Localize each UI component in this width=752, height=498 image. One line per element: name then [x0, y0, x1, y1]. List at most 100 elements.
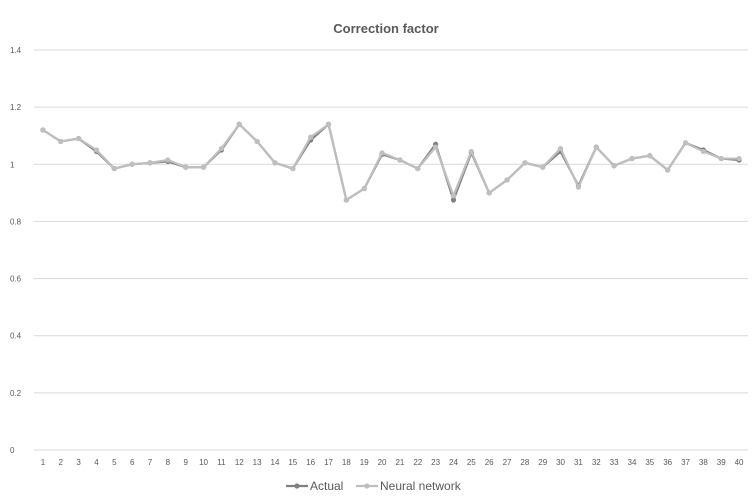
data-point — [540, 164, 546, 170]
x-tick-label: 4 — [94, 458, 99, 467]
x-tick-label: 26 — [485, 458, 494, 467]
x-tick-label: 17 — [324, 458, 333, 467]
x-tick-label: 27 — [503, 458, 512, 467]
data-point — [325, 121, 332, 127]
x-tick-label: 34 — [628, 458, 637, 467]
x-tick-label: 9 — [183, 458, 188, 467]
data-point — [111, 165, 117, 172]
data-point — [593, 144, 599, 150]
x-tick-label: 5 — [112, 458, 117, 467]
data-point — [165, 157, 171, 163]
data-point — [397, 157, 403, 163]
data-point — [504, 177, 510, 183]
data-point — [557, 145, 564, 152]
data-point — [629, 155, 635, 162]
data-point — [611, 163, 617, 169]
x-tick-label: 29 — [538, 458, 547, 467]
data-point — [665, 167, 671, 173]
x-tick-label: 8 — [166, 458, 171, 467]
x-tick-label: 7 — [148, 458, 153, 467]
data-point — [682, 140, 689, 146]
legend-item: Actual — [286, 479, 343, 493]
x-tick-label: 32 — [592, 458, 601, 467]
legend-label: Neural network — [380, 479, 462, 493]
data-point — [575, 184, 582, 190]
data-point — [433, 144, 439, 150]
data-point — [236, 121, 242, 127]
y-tick-label: 0.6 — [10, 275, 22, 284]
legend-swatch-marker — [364, 483, 370, 489]
data-point — [183, 164, 189, 170]
legend: Actual Neural network — [286, 479, 462, 493]
x-tick-label: 18 — [342, 458, 351, 467]
x-axis-ticks: 1 2 3 4 5 6 7 8 9 10 11 12 13 14 15 16 17 18 19 20 21 22 23 24 2… — [41, 458, 744, 467]
data-point — [58, 138, 64, 145]
x-tick-label: 2 — [59, 458, 64, 467]
data-point — [290, 165, 296, 172]
data-point — [343, 197, 349, 203]
x-tick-label: 3 — [76, 458, 81, 467]
data-point — [93, 147, 100, 153]
y-axis-ticks: 0 0.2 0.4 0.6 0.8 1 1.2 1.4 — [10, 46, 22, 455]
x-tick-label: 19 — [360, 458, 369, 467]
x-tick-label: 24 — [449, 458, 458, 467]
x-tick-label: 30 — [556, 458, 565, 467]
series-2 — [40, 121, 742, 203]
x-tick-label: 11 — [217, 458, 226, 467]
data-point — [76, 135, 82, 142]
x-tick-label: 15 — [288, 458, 297, 467]
x-tick-label: 21 — [395, 458, 404, 467]
x-tick-label: 1 — [41, 458, 46, 467]
data-point — [272, 160, 278, 166]
x-tick-label: 31 — [574, 458, 583, 467]
data-point — [254, 138, 260, 145]
x-tick-label: 22 — [413, 458, 422, 467]
legend-label: Actual — [310, 479, 343, 493]
x-tick-label: 16 — [306, 458, 315, 467]
y-tick-label: 1.2 — [10, 103, 22, 112]
series-line — [41, 123, 741, 202]
x-tick-label: 28 — [520, 458, 529, 467]
data-point — [147, 160, 153, 166]
y-tick-label: 1 — [10, 160, 15, 169]
data-point — [450, 197, 457, 203]
data-point — [736, 155, 742, 162]
data-point — [718, 155, 724, 162]
data-point — [522, 160, 528, 166]
data-point — [379, 150, 385, 156]
x-tick-label: 40 — [735, 458, 744, 467]
y-tick-label: 1.4 — [10, 46, 22, 55]
data-point — [308, 134, 314, 140]
data-point — [468, 148, 474, 155]
y-tick-label: 0.4 — [10, 332, 22, 341]
y-tick-label: 0.8 — [10, 217, 22, 226]
x-tick-label: 25 — [467, 458, 476, 467]
legend-swatch-marker — [294, 483, 300, 489]
data-point — [700, 148, 706, 155]
data-point — [361, 185, 367, 192]
legend-item: Neural network — [356, 479, 462, 493]
x-tick-label: 14 — [271, 458, 280, 467]
y-tick-label: 0 — [10, 446, 15, 455]
series-layer — [40, 121, 742, 203]
x-tick-label: 36 — [663, 458, 672, 467]
x-tick-label: 23 — [431, 458, 440, 467]
data-point — [129, 161, 135, 167]
data-point — [40, 127, 46, 133]
data-point — [200, 164, 207, 170]
data-point — [647, 153, 653, 159]
y-tick-label: 0.2 — [10, 389, 22, 398]
data-point — [486, 190, 492, 196]
data-point — [450, 193, 457, 199]
data-point — [218, 145, 225, 152]
x-tick-label: 38 — [699, 458, 708, 467]
x-tick-label: 35 — [645, 458, 654, 467]
x-tick-label: 10 — [199, 458, 208, 467]
x-tick-label: 13 — [253, 458, 262, 467]
x-tick-label: 39 — [717, 458, 726, 467]
x-tick-label: 6 — [130, 458, 135, 467]
x-tick-label: 20 — [378, 458, 387, 467]
data-point — [415, 165, 421, 172]
